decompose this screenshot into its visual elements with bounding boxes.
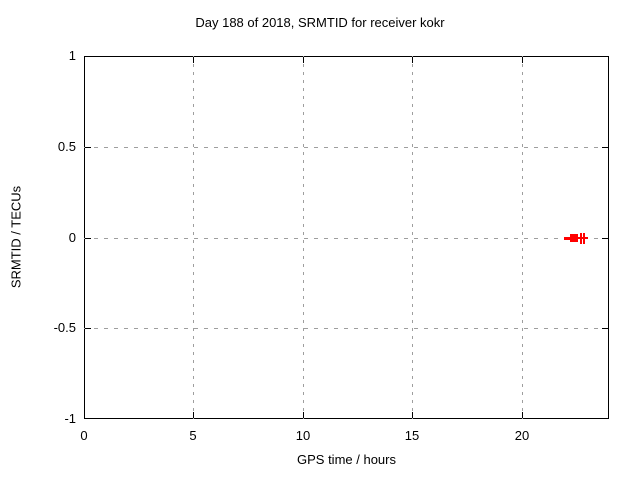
- y-axis-label: SRMTID / TECUs: [8, 185, 24, 289]
- x-tick-label: 15: [404, 428, 420, 443]
- y-tick-left: [85, 328, 91, 329]
- x-tick-top: [522, 57, 523, 63]
- x-tick-label: 20: [514, 428, 530, 443]
- gridline-vertical: [522, 56, 523, 419]
- y-tick-right: [602, 238, 608, 239]
- gridline-vertical: [193, 56, 194, 419]
- x-tick-top: [303, 57, 304, 63]
- x-tick-label: 0: [80, 428, 88, 443]
- y-tick-label: 0.5: [57, 139, 76, 154]
- plus-horizontal-stroke: [580, 236, 588, 239]
- x-tick-bottom: [522, 412, 523, 418]
- plot-area: [84, 56, 609, 419]
- y-tick-label: 0: [68, 230, 76, 245]
- y-tick-label: -0.5: [53, 320, 76, 335]
- x-tick-bottom: [412, 412, 413, 418]
- x-tick-label: 10: [295, 428, 311, 443]
- x-tick-label: 5: [189, 428, 197, 443]
- x-tick-top: [193, 57, 194, 63]
- gridline-horizontal: [84, 147, 609, 148]
- gridline-horizontal: [84, 328, 609, 329]
- y-tick-left: [85, 147, 91, 148]
- y-tick-right: [602, 147, 608, 148]
- x-axis-label: GPS time / hours: [297, 452, 396, 467]
- y-tick-label: -1: [64, 411, 76, 426]
- x-tick-bottom: [193, 412, 194, 418]
- data-point-dash: [564, 236, 571, 240]
- data-point-plus: [580, 232, 588, 244]
- x-tick-top: [412, 57, 413, 63]
- gridline-vertical: [412, 56, 413, 419]
- x-tick-bottom: [303, 412, 304, 418]
- y-tick-left: [85, 238, 91, 239]
- chart-title: Day 188 of 2018, SRMTID for receiver kok…: [195, 15, 445, 30]
- data-point-filled-square: [570, 233, 578, 242]
- y-tick-right: [602, 328, 608, 329]
- gridline-horizontal: [84, 238, 609, 239]
- gridline-vertical: [303, 56, 304, 419]
- y-tick-label: 1: [68, 48, 76, 63]
